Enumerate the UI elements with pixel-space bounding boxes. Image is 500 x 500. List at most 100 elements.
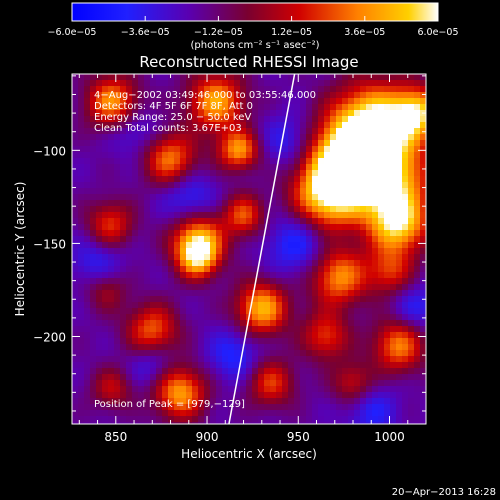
heatmap-pixel xyxy=(252,290,259,297)
heatmap-pixel xyxy=(198,332,205,339)
heatmap-pixel xyxy=(174,332,181,339)
heatmap-pixel xyxy=(180,152,187,159)
heatmap-pixel xyxy=(420,146,426,153)
annotation-line: 4−Aug−2002 03:49:46.000 to 03:55:46.000 xyxy=(94,90,316,101)
heatmap-pixel xyxy=(216,392,223,399)
heatmap-pixel xyxy=(282,236,289,243)
heatmap-pixel xyxy=(342,350,349,357)
heatmap-pixel xyxy=(330,416,337,423)
heatmap-pixel xyxy=(216,242,223,249)
heatmap-pixel xyxy=(252,338,259,345)
heatmap-pixel xyxy=(240,140,247,147)
heatmap-pixel xyxy=(192,194,199,201)
heatmap-pixel xyxy=(306,74,313,81)
heatmap-pixel xyxy=(90,302,97,309)
heatmap-pixel xyxy=(354,362,361,369)
heatmap-pixel xyxy=(78,356,85,363)
heatmap-pixel xyxy=(84,86,91,93)
heatmap-pixel xyxy=(288,302,295,309)
heatmap-pixel xyxy=(318,320,325,327)
chart-title: Reconstructed RHESSI Image xyxy=(139,53,358,71)
heatmap-pixel xyxy=(126,122,133,129)
heatmap-pixel xyxy=(216,158,223,165)
annotation-line: Clean Total counts: 3.67E+03 xyxy=(94,123,242,134)
heatmap-pixel xyxy=(204,296,211,303)
heatmap-pixel xyxy=(396,374,403,381)
heatmap-pixel xyxy=(210,422,217,424)
heatmap-pixel xyxy=(396,176,403,183)
heatmap-pixel xyxy=(198,74,205,81)
heatmap-pixel xyxy=(420,344,426,351)
heatmap-pixel xyxy=(354,140,361,147)
heatmap-pixel xyxy=(324,326,331,333)
heatmap-pixel xyxy=(312,248,319,255)
heatmap-pixel xyxy=(114,284,121,291)
heatmap-pixel xyxy=(204,338,211,345)
heatmap-pixel xyxy=(240,302,247,309)
heatmap-pixel xyxy=(300,260,307,267)
heatmap-pixel xyxy=(348,164,355,171)
heatmap-pixel xyxy=(126,266,133,273)
heatmap-pixel xyxy=(276,290,283,297)
heatmap-pixel xyxy=(354,290,361,297)
heatmap-pixel xyxy=(420,332,426,339)
heatmap-pixel xyxy=(354,236,361,243)
heatmap-pixel xyxy=(324,404,331,411)
heatmap-pixel xyxy=(120,122,127,129)
heatmap-pixel xyxy=(234,128,241,135)
heatmap-pixel xyxy=(126,176,133,183)
heatmap-pixel xyxy=(222,182,229,189)
heatmap-pixel xyxy=(282,284,289,291)
heatmap-pixel xyxy=(288,248,295,255)
heatmap-pixel xyxy=(378,74,385,81)
heatmap-pixel xyxy=(282,254,289,261)
heatmap-pixel xyxy=(114,278,121,285)
heatmap-pixel xyxy=(180,260,187,267)
heatmap-pixel xyxy=(216,344,223,351)
heatmap-pixel xyxy=(240,338,247,345)
heatmap-pixel xyxy=(84,260,91,267)
heatmap-pixel xyxy=(198,338,205,345)
heatmap-pixel xyxy=(306,230,313,237)
heatmap-pixel xyxy=(204,404,211,411)
heatmap-pixel xyxy=(138,230,145,237)
heatmap-pixel xyxy=(234,98,241,105)
heatmap-pixel xyxy=(342,104,349,111)
heatmap-pixel xyxy=(102,152,109,159)
heatmap-pixel xyxy=(150,86,157,93)
heatmap-pixel xyxy=(168,392,175,399)
colorbar-tick-label: 6.0e−05 xyxy=(417,27,458,38)
heatmap-pixel xyxy=(312,224,319,231)
heatmap-pixel xyxy=(420,98,426,105)
heatmap-pixel xyxy=(408,206,415,213)
heatmap-pixel xyxy=(300,74,307,81)
heatmap-pixel xyxy=(96,134,103,141)
heatmap-pixel xyxy=(354,308,361,315)
heatmap-pixel xyxy=(246,146,253,153)
heatmap-pixel xyxy=(408,272,415,279)
heatmap-pixel xyxy=(96,254,103,261)
heatmap-pixel xyxy=(258,368,265,375)
heatmap-pixel xyxy=(246,104,253,111)
heatmap-pixel xyxy=(372,344,379,351)
heatmap-pixel xyxy=(282,344,289,351)
heatmap-pixel xyxy=(102,332,109,339)
heatmap-pixel xyxy=(402,218,409,225)
heatmap-pixel xyxy=(102,80,109,87)
heatmap-pixel xyxy=(204,140,211,147)
heatmap-pixel xyxy=(384,218,391,225)
heatmap-pixel xyxy=(336,80,343,87)
heatmap-pixel xyxy=(270,332,277,339)
heatmap-pixel xyxy=(216,104,223,111)
heatmap-pixel xyxy=(222,326,229,333)
heatmap-pixel xyxy=(384,368,391,375)
heatmap-pixel xyxy=(294,128,301,135)
heatmap-pixel xyxy=(132,158,139,165)
heatmap-pixel xyxy=(102,296,109,303)
heatmap-pixel xyxy=(354,398,361,405)
heatmap-pixel xyxy=(228,416,235,423)
heatmap-pixel xyxy=(90,416,97,423)
heatmap-pixel xyxy=(378,296,385,303)
heatmap-pixel xyxy=(78,398,85,405)
heatmap-pixel xyxy=(84,272,91,279)
